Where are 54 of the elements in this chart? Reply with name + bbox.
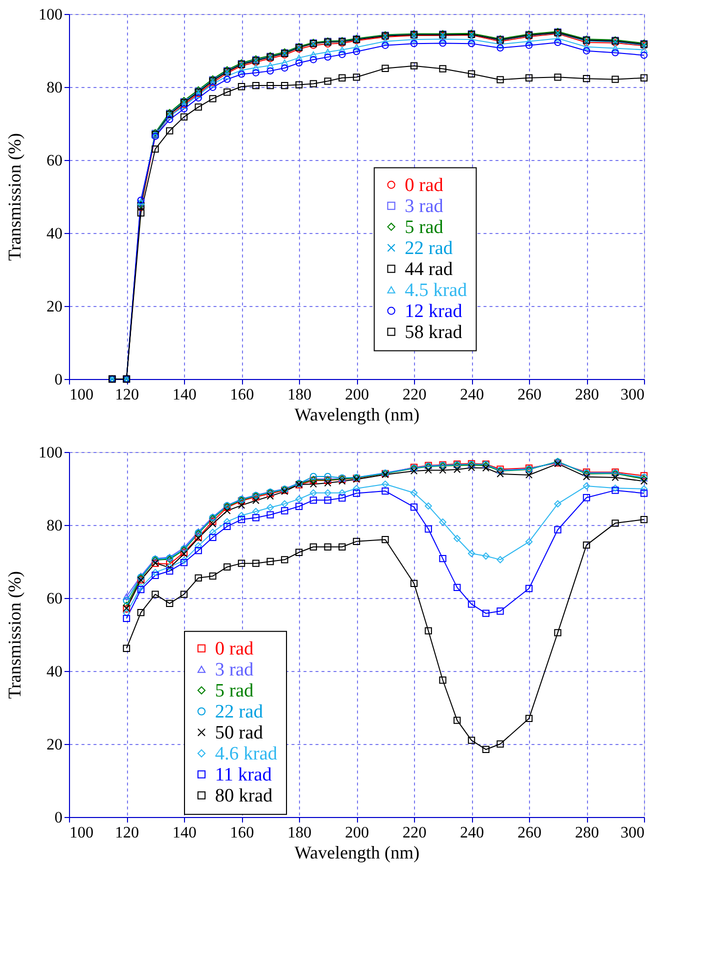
legend-label: 4.5 krad: [404, 280, 468, 301]
y-tick-label: 100: [38, 6, 62, 24]
x-tick-label: 200: [345, 386, 369, 404]
y-tick-label: 20: [46, 298, 62, 316]
x-tick-label: 140: [172, 824, 196, 842]
legend-label: 3 rad: [215, 659, 254, 680]
legend-label: 80 krad: [215, 785, 274, 806]
x-tick-label: 100: [70, 824, 94, 842]
legend-label: 11 krad: [215, 764, 272, 786]
y-tick-label: 80: [46, 80, 62, 96]
x-tick-label: 160: [230, 386, 254, 404]
x-tick-label: 100: [70, 386, 94, 404]
legend-label: 3 rad: [404, 196, 444, 217]
x-tick-label: 280: [575, 386, 599, 404]
x-tick-label: 120: [115, 386, 139, 404]
y-tick-label: 40: [46, 664, 62, 680]
legend-label: 58 krad: [404, 322, 463, 343]
legend-label: 12 krad: [404, 300, 463, 322]
y-axis-title: Transmission (%): [4, 571, 24, 699]
y-tick-label: 80: [46, 518, 62, 534]
legend-label: 0 rad: [215, 638, 254, 660]
x-tick-label: 180: [288, 386, 312, 404]
x-tick-label: 200: [345, 824, 369, 842]
legend-label: 22 rad: [215, 701, 264, 722]
y-tick-label: 20: [46, 736, 62, 754]
y-axis-title: Transmission (%): [4, 133, 24, 261]
legend-label: 0 rad: [404, 174, 444, 196]
x-tick-label: 220: [402, 386, 426, 404]
y-tick-label: 40: [46, 226, 62, 242]
y-tick-label: 60: [46, 152, 62, 170]
y-tick-label: 0: [54, 372, 62, 388]
legend-label: 22 rad: [404, 238, 454, 259]
x-tick-label: 140: [172, 386, 196, 404]
y-tick-label: 0: [54, 810, 62, 826]
legend-label: 4.6 krad: [215, 743, 278, 764]
x-tick-label: 240: [460, 386, 484, 404]
x-tick-label: 280: [575, 824, 599, 842]
x-tick-label: 220: [402, 824, 426, 842]
legend-label: 5 rad: [404, 216, 444, 238]
x-tick-label: 300: [620, 824, 644, 842]
x-tick-label: 240: [460, 824, 484, 842]
x-tick-label: 160: [230, 824, 254, 842]
legend-label: 44 rad: [404, 258, 454, 280]
legend-label: 5 rad: [215, 680, 254, 702]
x-axis-title: Wavelength (nm): [294, 404, 420, 424]
legend-label: 50 rad: [215, 722, 264, 744]
x-axis-title: Wavelength (nm): [294, 842, 420, 862]
x-tick-label: 120: [115, 824, 139, 842]
y-tick-label: 100: [38, 444, 62, 462]
x-tick-label: 180: [288, 824, 312, 842]
x-tick-label: 300: [620, 386, 644, 404]
x-tick-label: 260: [518, 386, 542, 404]
x-tick-label: 260: [518, 824, 542, 842]
y-tick-label: 60: [46, 590, 62, 608]
